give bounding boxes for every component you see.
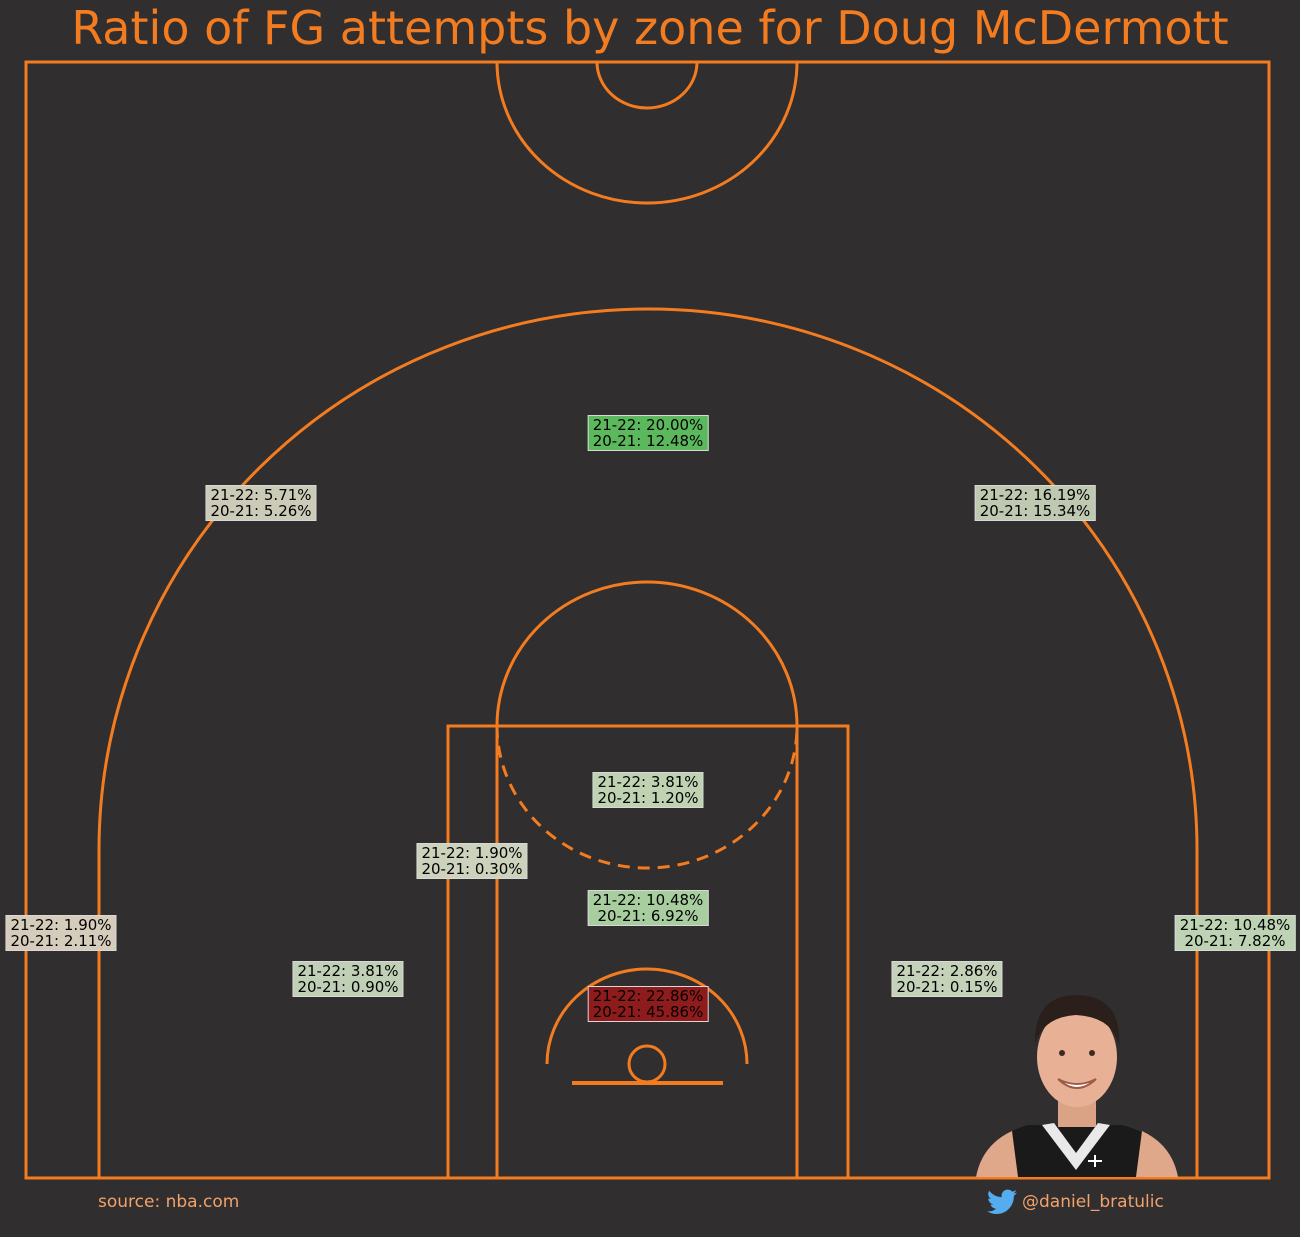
zone-label-restricted-area: 21-22: 22.86% 20-21: 45.86%	[587, 986, 709, 1022]
zone-value-2122: 21-22: 1.90%	[421, 844, 523, 862]
zone-label-mid-left-baseline: 21-22: 3.81% 20-21: 0.90%	[292, 961, 404, 997]
zone-label-above-break-right-3: 21-22: 16.19% 20-21: 15.34%	[974, 485, 1096, 521]
zone-value-2021: 20-21: 2.11%	[10, 932, 112, 950]
zone-value-2021: 20-21: 12.48%	[592, 432, 704, 450]
zone-value-2122: 21-22: 22.86%	[592, 987, 704, 1005]
zone-label-above-break-center-3: 21-22: 20.00% 20-21: 12.48%	[587, 415, 709, 451]
three-point-line	[97, 307, 1199, 1178]
zone-value-2122: 21-22: 10.48%	[592, 891, 704, 909]
zone-value-2122: 21-22: 16.19%	[979, 486, 1091, 504]
zone-value-2122: 21-22: 2.86%	[896, 962, 998, 980]
zone-label-mid-right-baseline: 21-22: 2.86% 20-21: 0.15%	[891, 961, 1003, 997]
free-throw-circle-bottom	[495, 725, 799, 870]
zone-value-2021: 20-21: 15.34%	[979, 502, 1091, 520]
zone-label-mid-left-elbow: 21-22: 1.90% 20-21: 0.30%	[416, 843, 528, 879]
zone-value-2122: 21-22: 20.00%	[592, 416, 704, 434]
halfcourt-circle-inner	[595, 61, 699, 110]
zone-label-left-corner-3: 21-22: 1.90% 20-21: 2.11%	[5, 915, 117, 951]
zone-value-2021: 20-21: 0.15%	[896, 978, 998, 996]
footer-handle: @daniel_bratulic	[1022, 1192, 1164, 1212]
zone-value-2122: 21-22: 5.71%	[210, 486, 312, 504]
zone-value-2021: 20-21: 7.82%	[1184, 932, 1286, 950]
footer-source: source: nba.com	[98, 1192, 240, 1212]
twitter-icon	[987, 1189, 1017, 1214]
zone-value-2021: 20-21: 1.20%	[597, 789, 699, 807]
player-headshot	[976, 995, 1178, 1177]
zone-value-2021: 20-21: 45.86%	[592, 1003, 704, 1021]
zone-label-right-corner-3: 21-22: 10.48% 20-21: 7.82%	[1174, 915, 1296, 951]
zone-value-2122: 21-22: 3.81%	[297, 962, 399, 980]
hoop	[627, 1044, 667, 1084]
zone-value-2021: 20-21: 5.26%	[210, 502, 312, 520]
zone-value-2021: 20-21: 0.30%	[421, 860, 523, 878]
zone-value-2021: 20-21: 0.90%	[297, 978, 399, 996]
zone-value-2122: 21-22: 3.81%	[597, 773, 699, 791]
halfcourt-circle-outer	[495, 61, 799, 205]
zone-value-2122: 21-22: 1.90%	[10, 916, 112, 934]
zone-label-paint-non-ra-center: 21-22: 10.48% 20-21: 6.92%	[587, 890, 709, 926]
free-throw-circle-top	[495, 580, 799, 727]
zone-label-above-break-left-3: 21-22: 5.71% 20-21: 5.26%	[205, 485, 317, 521]
paint-inner	[495, 724, 799, 1180]
restricted-area-arc	[545, 967, 749, 1065]
zone-value-2021: 20-21: 6.92%	[597, 907, 699, 925]
zone-value-2122: 21-22: 10.48%	[1179, 916, 1291, 934]
zone-label-paint-non-ra-top: 21-22: 3.81% 20-21: 1.20%	[592, 772, 704, 808]
chart-title: Ratio of FG attempts by zone for Doug Mc…	[71, 1, 1229, 55]
